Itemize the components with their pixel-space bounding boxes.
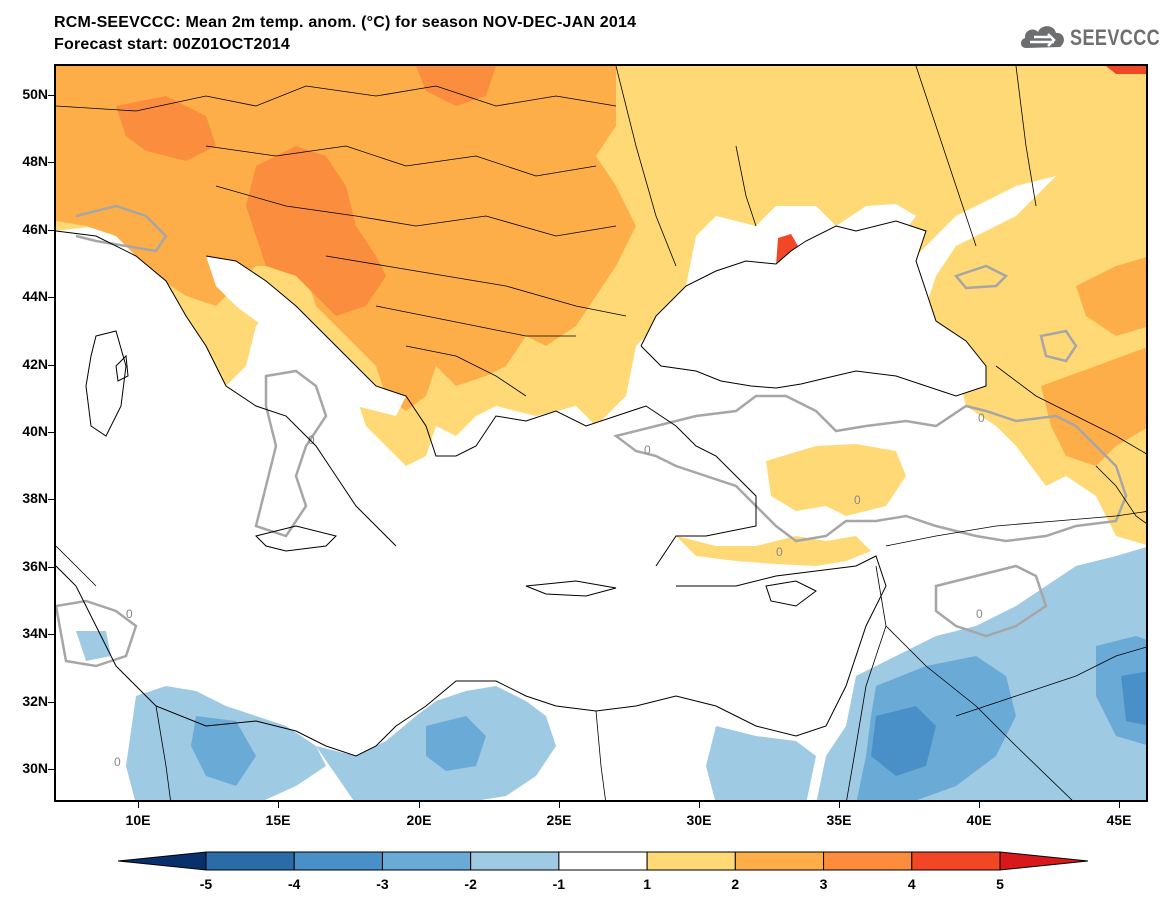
- lon-label-15e: 15E: [265, 812, 291, 828]
- map-title: RCM-SEEVCCC: Mean 2m temp. anom. (°C) fo…: [54, 14, 637, 31]
- warm-zone-3-4-west: [116, 96, 216, 161]
- colorbar-label: -3: [376, 876, 389, 892]
- lat-tick: [48, 634, 54, 635]
- lat-label-48n: 48N: [22, 153, 48, 169]
- cool-zone-2-3-africa: [191, 716, 256, 786]
- colorbar-label: 3: [819, 876, 828, 892]
- lon-tick: [278, 802, 279, 808]
- colorbar-segment: [558, 851, 648, 871]
- lon-tick: [839, 802, 840, 808]
- colorbar-segment: [381, 851, 472, 871]
- contour-label: 0: [126, 607, 133, 621]
- contour-label: 0: [776, 545, 783, 559]
- lon-label-35e: 35E: [826, 812, 852, 828]
- lat-label-42n: 42N: [22, 356, 48, 372]
- lon-tick: [699, 802, 700, 808]
- black-sea: [641, 221, 986, 396]
- sea-of-azov: [836, 204, 916, 238]
- lat-tick: [48, 769, 54, 770]
- contour-label: 0: [854, 493, 861, 507]
- colorbar-segments: [118, 851, 1088, 871]
- lat-tick: [48, 162, 54, 163]
- warm-zone-3-4: [246, 146, 386, 316]
- seevccc-logo: SEEVCCC: [1018, 20, 1161, 54]
- contour-label: 0: [114, 755, 121, 769]
- logo-text: SEEVCCC: [1070, 25, 1161, 50]
- cool-zone-3-4: [871, 706, 936, 776]
- mediterranean-sea: [56, 231, 886, 756]
- warm-zone-ne: [1076, 257, 1146, 336]
- zero-contours: [56, 204, 1128, 668]
- colorbar-label: -1: [552, 876, 566, 892]
- lon-tick: [979, 802, 980, 808]
- colorbar-label: 2: [731, 876, 740, 892]
- lat-label-32n: 32N: [22, 693, 48, 709]
- lat-label-38n: 38N: [22, 490, 48, 506]
- colorbar-segment: [823, 851, 913, 871]
- anomaly-map: 0 0 0 0 0 0 0 0: [56, 66, 1146, 800]
- lon-label-40e: 40E: [966, 812, 992, 828]
- lat-label-46n: 46N: [22, 221, 48, 237]
- colorbar-extend-low: [118, 851, 207, 871]
- lat-label-50n: 50N: [22, 86, 48, 102]
- cool-zone-3-4-east: [1121, 671, 1146, 726]
- lon-tick: [138, 802, 139, 808]
- warm-zone-anatolia: [766, 444, 906, 516]
- lat-label-44n: 44N: [22, 288, 48, 304]
- lon-tick: [559, 802, 560, 808]
- warm-zone-3-4-north: [416, 66, 496, 106]
- map-panel: 0 0 0 0 0 0 0 0: [54, 64, 1148, 802]
- warm-zone-4-5-north: [1106, 66, 1146, 74]
- colorbar-label: 1: [643, 876, 651, 892]
- lat-tick: [48, 297, 54, 298]
- colorbar-segment: [911, 851, 1001, 871]
- lat-tick: [48, 499, 54, 500]
- colorbar-segment: [293, 851, 383, 871]
- contour-label: 0: [644, 443, 651, 457]
- country-borders: [56, 66, 1146, 800]
- lat-tick: [48, 432, 54, 433]
- cool-zone-2-3-libya: [426, 716, 486, 771]
- warm-zone-turkey-coast: [676, 536, 871, 566]
- cloud-icon: [1020, 26, 1064, 48]
- lon-label-30e: 30E: [686, 812, 712, 828]
- lon-label-10e: 10E: [125, 812, 151, 828]
- colorbar: [118, 851, 1088, 871]
- colorbar-label: 5: [996, 876, 1004, 892]
- lon-label-20e: 20E: [406, 812, 432, 828]
- lon-label-25e: 25E: [546, 812, 572, 828]
- lat-label-40n: 40N: [22, 423, 48, 439]
- colorbar-segment: [734, 851, 825, 871]
- colorbar-extend-high: [999, 851, 1088, 871]
- contour-label: 0: [978, 411, 985, 425]
- lon-label-45e: 45E: [1106, 812, 1132, 828]
- contour-label: 0: [976, 607, 983, 621]
- lon-tick: [1119, 802, 1120, 808]
- warm-zone-east: [1041, 347, 1146, 466]
- forecast-start-label: Forecast start: 00Z01OCT2014: [54, 36, 290, 53]
- contour-label: 0: [308, 433, 315, 447]
- lon-tick: [419, 802, 420, 808]
- cool-zone-egypt: [706, 726, 816, 800]
- lat-tick: [48, 365, 54, 366]
- lat-label-36n: 36N: [22, 558, 48, 574]
- lat-tick: [48, 567, 54, 568]
- lat-tick: [48, 702, 54, 703]
- colorbar-label: -2: [464, 876, 477, 892]
- lat-label-30n: 30N: [22, 760, 48, 776]
- colorbar-label: 4: [907, 876, 916, 892]
- colorbar-segment: [646, 851, 736, 871]
- lat-label-34n: 34N: [22, 625, 48, 641]
- colorbar-label: -4: [287, 876, 301, 892]
- lat-tick: [48, 230, 54, 231]
- colorbar-segment: [470, 851, 560, 871]
- colorbar-label: -5: [199, 876, 213, 892]
- lat-tick: [48, 95, 54, 96]
- coastlines: [56, 220, 987, 757]
- adriatic-sea: [206, 256, 406, 416]
- colorbar-segment: [205, 851, 295, 871]
